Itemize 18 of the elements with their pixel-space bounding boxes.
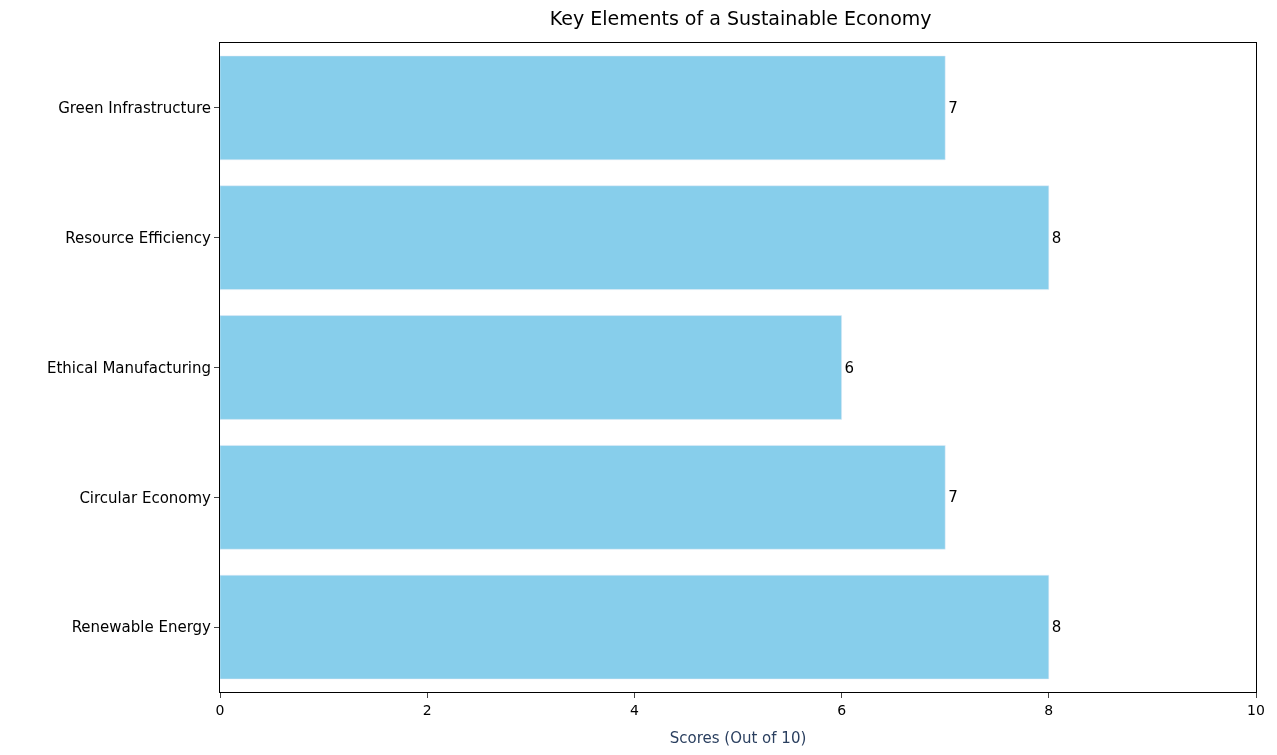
y-tick-label: Circular Economy: [79, 488, 212, 507]
y-tick-label: Ethical Manufacturing: [46, 358, 211, 377]
chart-title: Key Elements of a Sustainable Economy: [549, 6, 932, 29]
x-tick-label: 0: [215, 701, 225, 718]
x-tick-label: 4: [629, 701, 639, 718]
data-label: 8: [1051, 618, 1062, 637]
x-tick-label: 2: [422, 701, 432, 718]
y-tick-label: Resource Efficiency: [65, 228, 212, 247]
data-label: 6: [844, 358, 855, 377]
x-tick-label: 8: [1044, 701, 1054, 718]
y-tick-label: Renewable Energy: [71, 618, 212, 637]
data-label: 8: [1051, 228, 1062, 247]
data-label: 7: [948, 488, 958, 507]
x-tick-label: 6: [837, 701, 847, 718]
x-axis-title: Scores (Out of 10): [669, 728, 807, 747]
data-label: 7: [948, 98, 958, 117]
x-tick-label: 10: [1247, 701, 1265, 718]
y-tick-label: Green Infrastructure: [58, 99, 211, 118]
